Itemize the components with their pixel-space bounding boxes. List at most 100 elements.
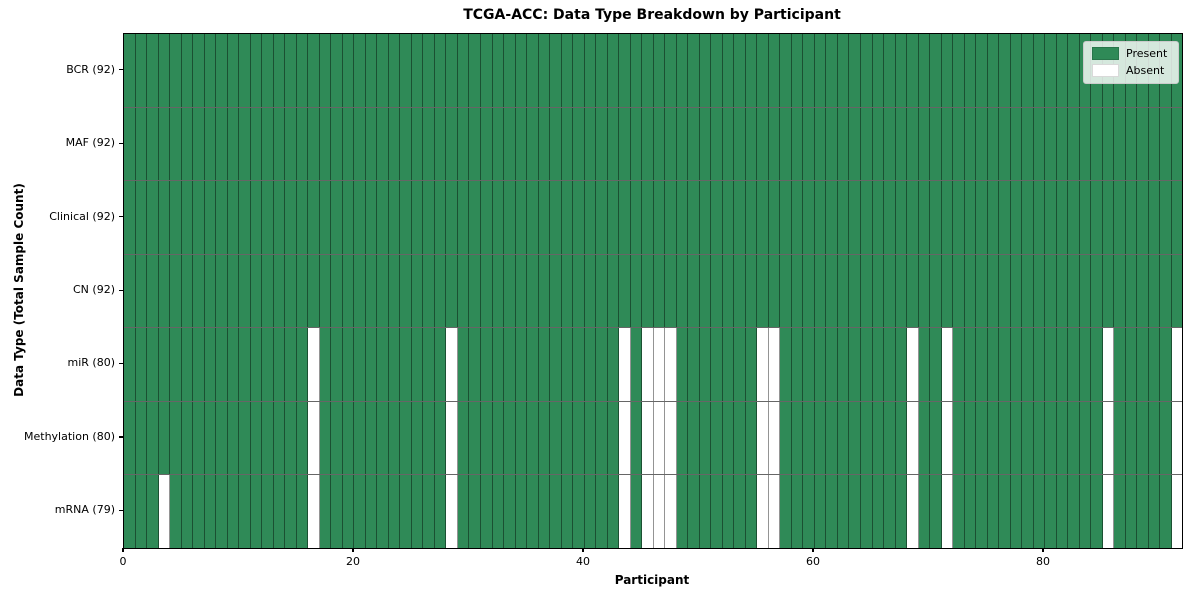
- heatmap-cell: [872, 475, 885, 549]
- heatmap-cell: [434, 107, 447, 181]
- heatmap-cell: [768, 401, 781, 475]
- heatmap-cell: [1171, 181, 1183, 254]
- heatmap-cell: [837, 107, 850, 181]
- heatmap-cell: [1137, 181, 1149, 254]
- heatmap-cell: [170, 475, 182, 549]
- heatmap-cell: [630, 34, 643, 107]
- heatmap-cell: [492, 34, 505, 107]
- heatmap-cell: [607, 328, 620, 401]
- heatmap-cell: [147, 328, 159, 401]
- heatmap-cell: [872, 34, 885, 107]
- heatmap-cell: [630, 107, 643, 181]
- heatmap-cell: [527, 107, 539, 181]
- heatmap-cell: [722, 107, 735, 181]
- heatmap-cell: [308, 34, 320, 107]
- legend-item-present: Present: [1092, 47, 1170, 60]
- heatmap-cell: [722, 475, 735, 549]
- heatmap-cell: [181, 475, 194, 549]
- heatmap-cell: [803, 107, 815, 181]
- heatmap-cell: [573, 254, 585, 328]
- heatmap-cell: [319, 401, 332, 475]
- heatmap-cell: [147, 254, 159, 328]
- heatmap-cell: [861, 475, 873, 549]
- heatmap-cell: [170, 401, 182, 475]
- heatmap-cell: [1171, 475, 1183, 549]
- heatmap-cell: [365, 107, 378, 181]
- heatmap-cell: [342, 181, 355, 254]
- heatmap-cell: [826, 107, 838, 181]
- y-tick-mark: [119, 436, 123, 438]
- heatmap-cell: [837, 34, 850, 107]
- heatmap-cell: [665, 254, 677, 328]
- heatmap-cell: [527, 401, 539, 475]
- y-tick-label-CN: CN (92): [73, 283, 115, 296]
- heatmap-cell: [999, 107, 1011, 181]
- heatmap-cell: [388, 328, 401, 401]
- heatmap-cell: [434, 328, 447, 401]
- heatmap-cell: [527, 34, 539, 107]
- heatmap-cell: [319, 181, 332, 254]
- heatmap-cell: [285, 181, 297, 254]
- heatmap-cell: [999, 328, 1011, 401]
- heatmap-cell: [262, 34, 274, 107]
- heatmap-cell: [837, 181, 850, 254]
- heatmap-cell: [400, 328, 412, 401]
- heatmap-cell: [665, 328, 677, 401]
- heatmap-cell: [170, 34, 182, 107]
- heatmap-cell: [170, 107, 182, 181]
- heatmap-cell: [457, 254, 470, 328]
- heatmap-cell: [1022, 181, 1034, 254]
- heatmap-cell: [814, 181, 827, 254]
- heatmap-cell: [273, 254, 286, 328]
- heatmap-cell: [1102, 254, 1115, 328]
- heatmap-cell: [584, 475, 597, 549]
- heatmap-cell: [953, 401, 965, 475]
- heatmap-cell: [538, 254, 551, 328]
- heatmap-cell: [250, 254, 263, 328]
- heatmap-cell: [930, 328, 942, 401]
- heatmap-cell: [642, 475, 654, 549]
- heatmap-cell: [711, 181, 723, 254]
- heatmap-cell: [1148, 475, 1161, 549]
- y-tick-mark: [119, 509, 123, 511]
- heatmap-cell: [285, 34, 297, 107]
- heatmap-cell: [423, 475, 435, 549]
- heatmap-cell: [930, 107, 942, 181]
- heatmap-cell: [1171, 328, 1183, 401]
- heatmap-cell: [1022, 254, 1034, 328]
- heatmap-cell: [239, 181, 251, 254]
- heatmap-cell: [653, 328, 666, 401]
- heatmap-cell: [676, 107, 689, 181]
- heatmap-cell: [423, 401, 435, 475]
- heatmap-cell: [469, 475, 481, 549]
- heatmap-cell: [1033, 328, 1046, 401]
- heatmap-cell: [331, 34, 343, 107]
- heatmap-cell: [584, 328, 597, 401]
- heatmap-cell: [861, 107, 873, 181]
- heatmap-cell: [699, 181, 712, 254]
- heatmap-cell: [135, 181, 148, 254]
- heatmap-cell: [688, 254, 700, 328]
- heatmap-cell: [227, 401, 240, 475]
- heatmap-cell: [469, 328, 481, 401]
- heatmap-cell: [791, 107, 804, 181]
- heatmap-cell: [791, 401, 804, 475]
- heatmap-cell: [941, 401, 954, 475]
- heatmap-cell: [803, 328, 815, 401]
- heatmap-cell: [1079, 107, 1092, 181]
- heatmap-cell: [1148, 328, 1161, 401]
- heatmap-cell: [711, 254, 723, 328]
- heatmap-cell: [849, 34, 861, 107]
- heatmap-cell: [907, 254, 919, 328]
- heatmap-cell: [1137, 475, 1149, 549]
- heatmap-cell: [803, 181, 815, 254]
- heatmap-cell: [216, 107, 228, 181]
- heatmap-cell: [607, 401, 620, 475]
- heatmap-cell: [976, 254, 988, 328]
- heatmap-cell: [550, 401, 562, 475]
- heatmap-cell: [239, 34, 251, 107]
- heatmap-cell: [653, 107, 666, 181]
- heatmap-cell: [584, 401, 597, 475]
- heatmap-cell: [1056, 475, 1069, 549]
- heatmap-cell: [492, 401, 505, 475]
